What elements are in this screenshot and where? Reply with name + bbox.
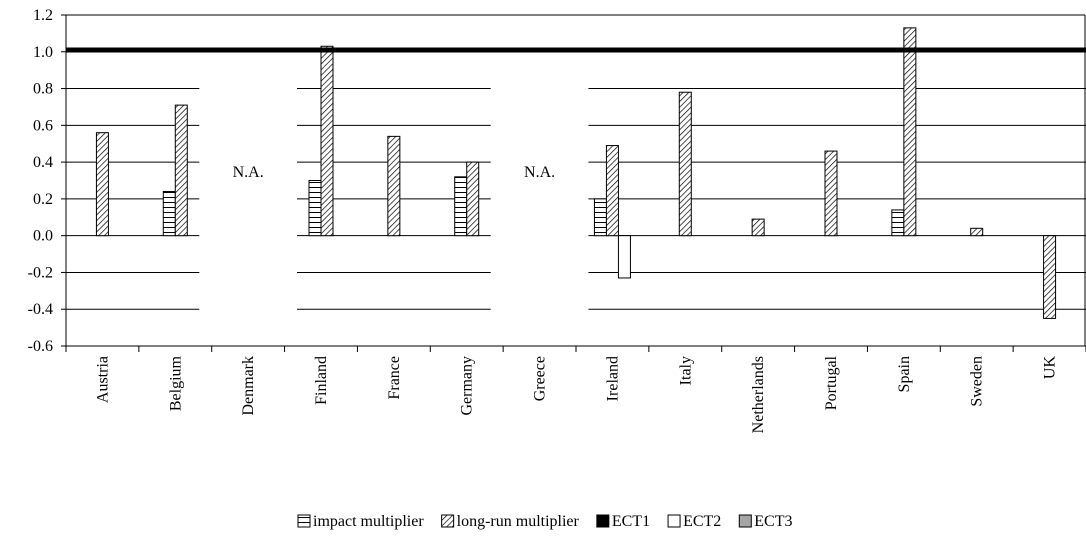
long-run-multiplier-bar-belgium	[174, 104, 188, 237]
legend-swatch-long-run-multiplier	[441, 514, 455, 528]
y-tick-label: 0.8	[33, 81, 53, 98]
x-category-label: France	[386, 356, 403, 400]
long-run-multiplier-bar-austria	[95, 132, 109, 237]
y-tick-label: 0.6	[33, 117, 53, 134]
x-category-label: Netherlands	[750, 356, 767, 433]
y-tick-label: -0.2	[28, 264, 53, 281]
x-category-label: Germany	[459, 356, 476, 416]
long-run-multiplier-bar-france	[387, 135, 401, 237]
long-run-multiplier-bar-finland	[320, 45, 334, 237]
x-category-label: Finland	[313, 356, 330, 405]
long-run-multiplier-bar-portugal	[824, 150, 838, 237]
long-run-multiplier-bar-germany	[466, 161, 480, 237]
legend-swatch-impact-multiplier	[297, 514, 311, 528]
na-label: N.A.	[233, 164, 264, 181]
na-label: N.A.	[524, 164, 555, 181]
y-tick-label: 0.0	[33, 228, 53, 245]
y-tick-label: 0.4	[33, 154, 53, 171]
y-tick-label: 1.2	[33, 7, 53, 24]
impact-multiplier-bar-finland	[308, 180, 322, 237]
long-run-multiplier-bar-uk	[1043, 235, 1057, 319]
x-category-label: UK	[1042, 356, 1059, 380]
long-run-multiplier-bar-sweden	[970, 227, 984, 237]
long-run-multiplier-bar-netherlands	[751, 218, 765, 237]
legend-label: ECT2	[683, 513, 721, 530]
long-run-multiplier-bar-italy	[678, 91, 692, 237]
impact-multiplier-bar-ireland	[593, 198, 607, 237]
legend-label: impact multiplier	[313, 513, 424, 530]
long-run-multiplier-bar-spain	[903, 27, 917, 237]
legend-swatch-ect3	[738, 514, 752, 528]
y-tick-label: 0.2	[33, 191, 53, 208]
long-run-multiplier-bar-ireland	[605, 145, 619, 237]
legend-label: ECT3	[754, 513, 792, 530]
legend-swatch-ect2	[667, 514, 681, 528]
x-category-label: Belgium	[167, 355, 184, 411]
y-tick-label: 1.0	[33, 44, 53, 61]
x-category-label: Ireland	[604, 356, 621, 401]
y-tick-label: -0.4	[28, 301, 53, 318]
legend-label: ECT1	[612, 513, 650, 530]
x-category-label: Denmark	[240, 356, 257, 416]
legend-label: long-run multiplier	[457, 513, 580, 530]
y-tick-label: -0.6	[28, 338, 53, 355]
x-category-label: Portugal	[823, 355, 840, 410]
impact-multiplier-bar-germany	[454, 176, 468, 237]
legend-swatch-ect1	[596, 514, 610, 528]
impact-multiplier-bar-spain	[891, 209, 905, 237]
x-category-label: Greece	[532, 356, 549, 401]
impact-multiplier-bar-belgium	[162, 191, 176, 237]
x-category-label: Sweden	[969, 356, 986, 407]
ect2-bar-ireland	[617, 235, 631, 279]
x-category-label: Spain	[896, 356, 913, 392]
x-category-label: Austria	[94, 356, 111, 403]
x-category-label: Italy	[677, 356, 694, 385]
